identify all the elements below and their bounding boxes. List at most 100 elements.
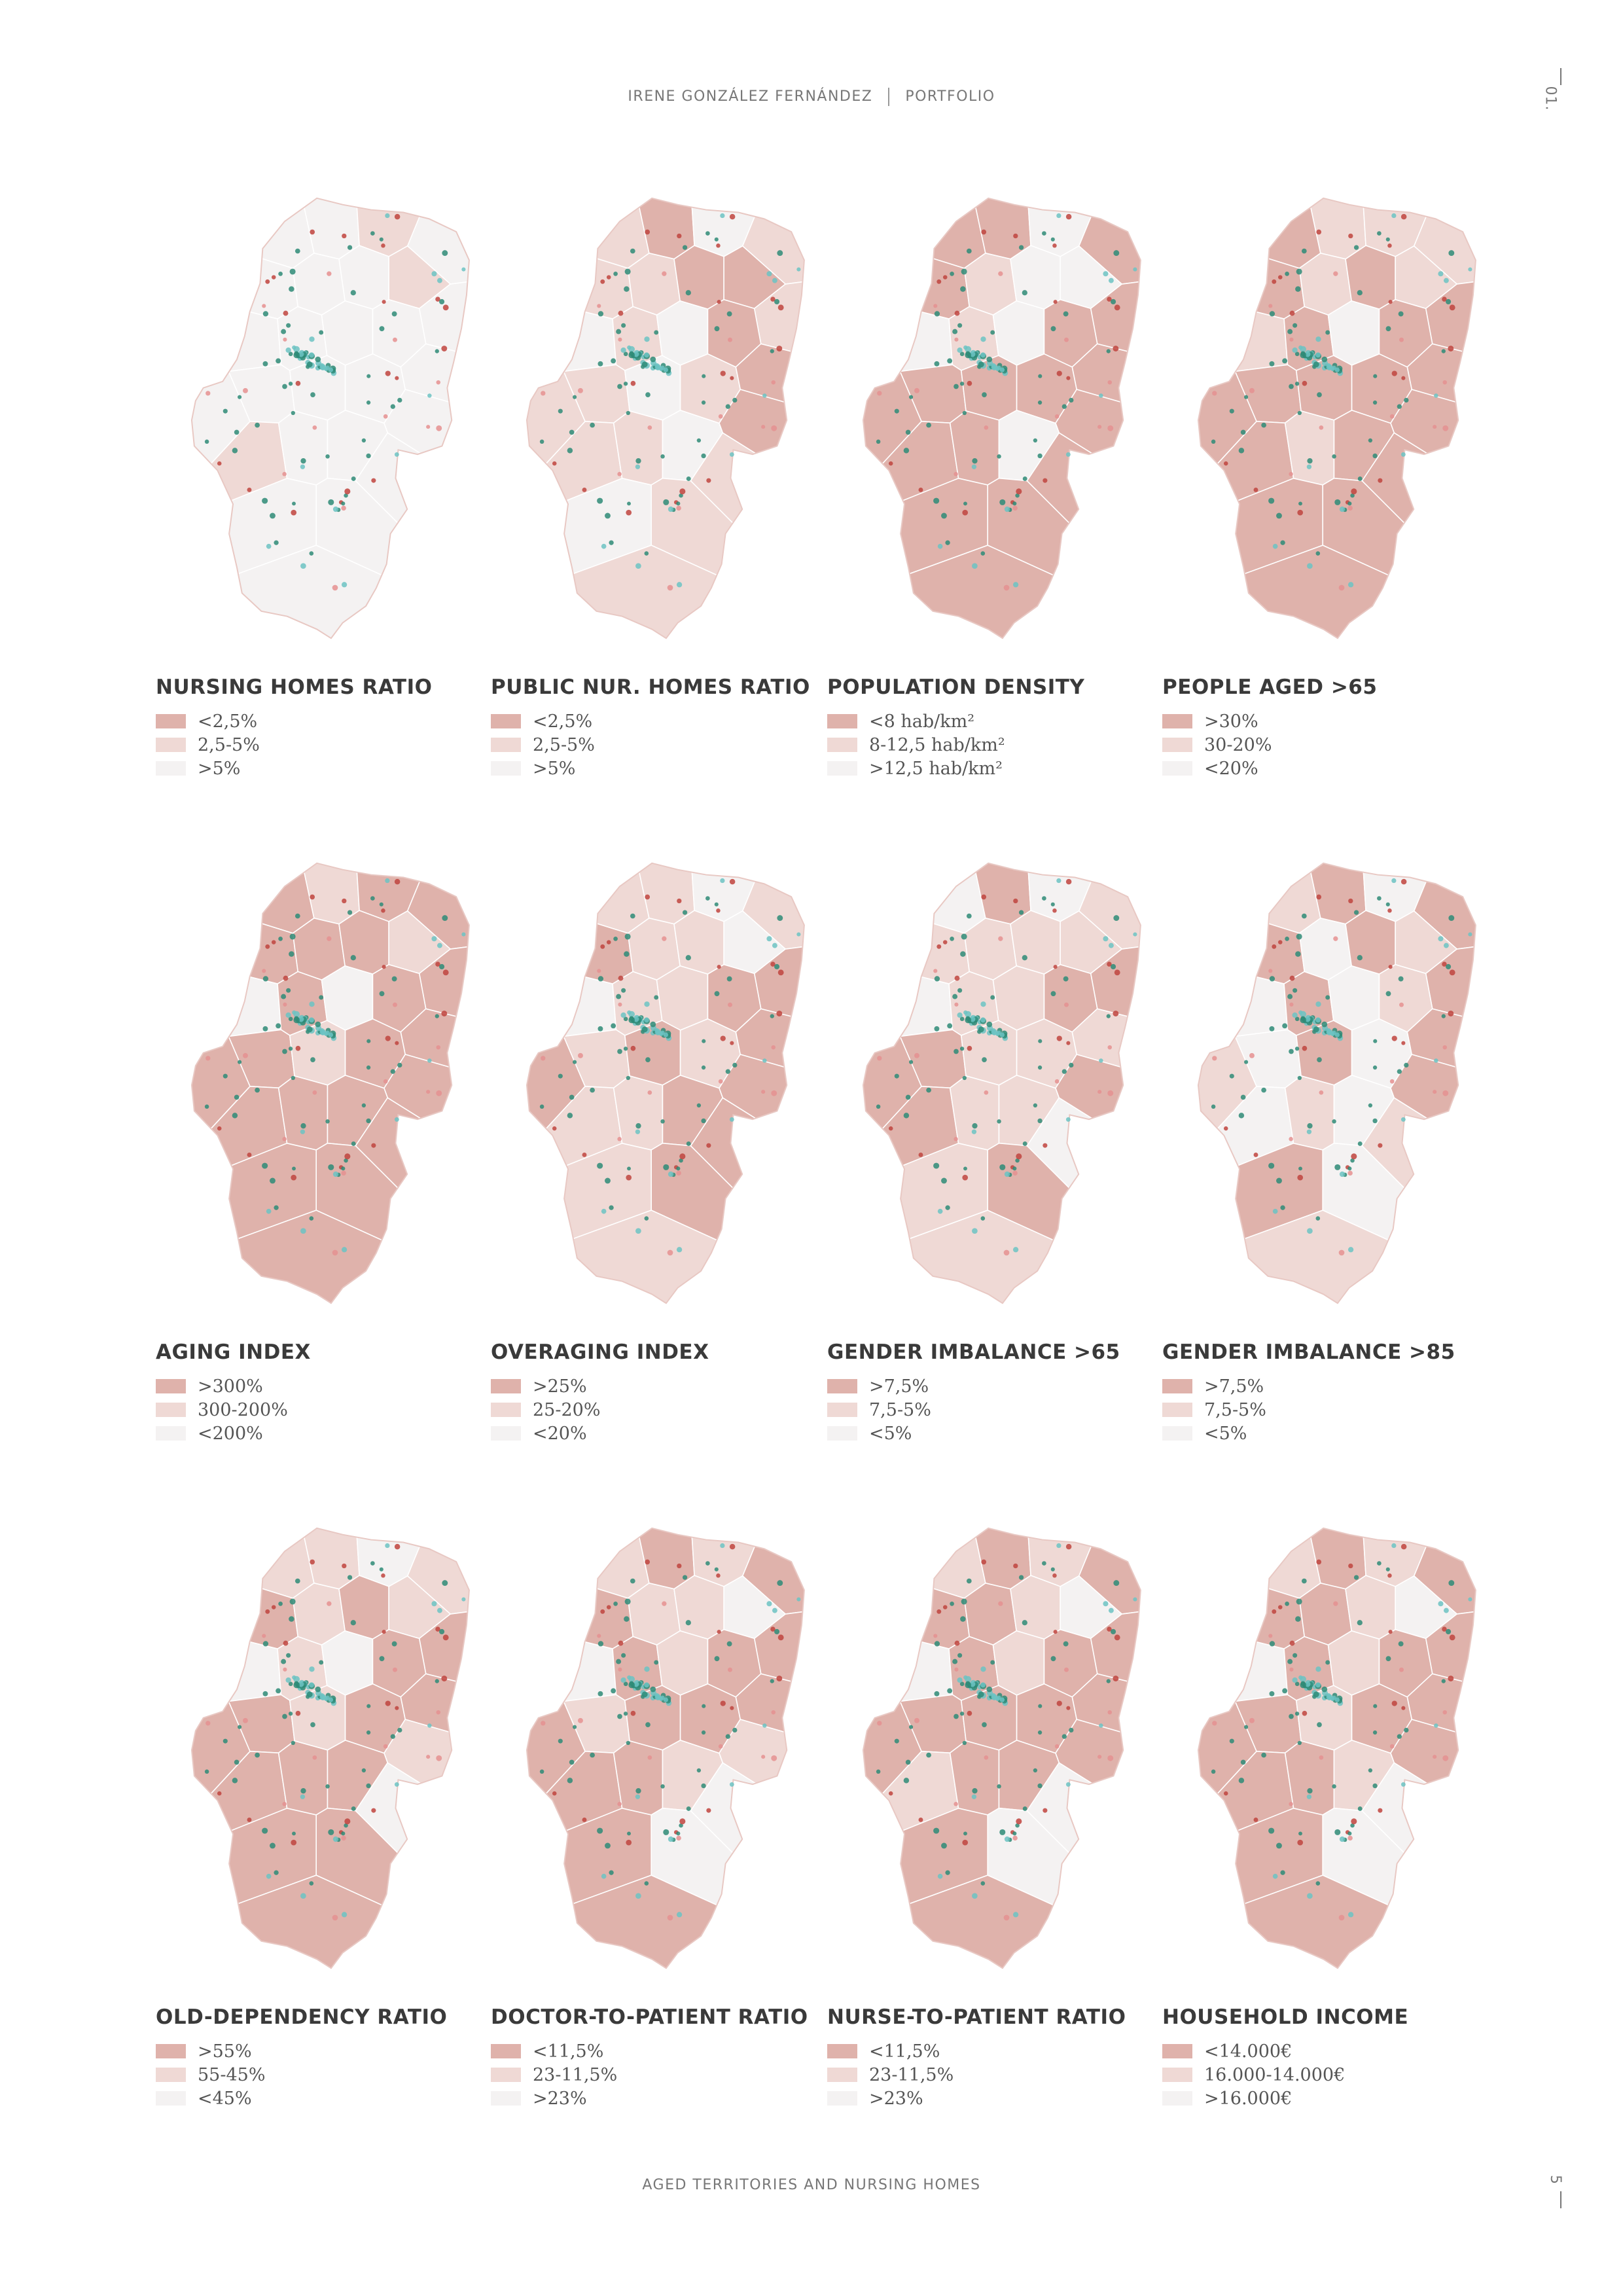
settlement-dot [1004,1836,1010,1842]
settlement-dot [1387,908,1392,913]
settlement-dot [1325,330,1330,335]
settlement-dot [905,429,911,435]
settlement-dot [294,1681,299,1686]
legend-label: <200% [198,1423,263,1444]
settlement-dot [952,994,958,999]
settlement-dot [645,1722,651,1727]
settlement-dot [1277,940,1283,944]
settlement-dot [1054,1079,1060,1084]
settlement-dot [1053,965,1058,969]
settlement-dot [967,1045,972,1051]
settlement-dot [1043,1143,1048,1148]
map-title: GENDER IMBALANCE >85 [1162,1340,1455,1364]
settlement-dot [981,1559,987,1565]
settlement-dot [623,351,628,357]
settlement-dot [1348,1563,1353,1569]
settlement-dot [1277,1605,1283,1609]
settlement-dot [997,1030,1001,1035]
settlement-dot [442,969,449,976]
settlement-dot [294,1016,299,1021]
settlement-dot [204,439,209,444]
settlement-dot [394,1782,399,1787]
settlement-dot [573,1060,577,1064]
settlement-dot [350,1620,356,1626]
settlement-dot [617,472,622,476]
settlement-dot [644,352,649,358]
settlement-dot [381,908,385,913]
settlement-dot [1289,1640,1295,1646]
legend-item: >25% [491,1374,601,1398]
settlement-dot [629,351,634,356]
settlement-dot [282,1713,287,1719]
settlement-dot [1240,1759,1246,1765]
settlement-dot [328,1829,334,1835]
settlement-dot [262,304,266,308]
settlement-dot [676,1166,681,1171]
region-area [1198,198,1321,269]
settlement-dot [597,497,603,504]
settlement-dot [1244,395,1249,399]
settlement-dot [1399,1667,1404,1672]
settlement-dot [717,1630,721,1634]
settlement-dot [347,910,353,915]
settlement-dot [327,1601,332,1606]
settlement-dot [635,464,641,469]
settlement-dot [668,1836,674,1842]
settlement-dot [771,1710,776,1715]
settlement-dot [1400,1117,1406,1122]
settlement-dot [1401,1706,1406,1710]
settlement-dot [936,944,942,949]
legend-item: 7,5-5% [1162,1398,1266,1422]
settlement-dot [351,1141,356,1146]
settlement-dot [1301,248,1307,254]
page-header: IRENE GONZÁLEZ FERNÁNDEZ PORTFOLIO [0,88,1623,106]
page-marker-line [1560,2191,1561,2208]
settlement-dot [702,1704,706,1708]
settlement-dot [597,1634,601,1638]
settlement-dot [1316,1559,1322,1565]
settlement-dot [1400,213,1407,220]
settlement-dot [344,493,348,498]
settlement-dot [1056,1543,1061,1549]
legend-label: 8-12,5 hab/km² [869,734,1005,755]
settlement-dot [306,1026,313,1033]
settlement-dot [281,329,287,334]
settlement-dot [1054,414,1060,419]
settlement-dot [1389,1744,1395,1749]
settlement-dot [1269,361,1275,367]
legend-item: <20% [1162,757,1272,780]
settlement-dot [1449,969,1455,976]
settlement-dot [1012,501,1017,506]
settlement-dot [1434,1723,1438,1728]
settlement-dot [918,1818,923,1822]
settlement-dot [959,1681,965,1687]
settlement-dot [941,1177,947,1184]
region-outline [1197,197,1476,639]
settlement-dot [1441,1679,1446,1683]
settlement-dot [1289,1049,1294,1054]
choropleth-map [526,197,805,639]
settlement-dot [1307,1788,1313,1794]
settlement-dot [937,543,943,549]
settlement-dot [1113,915,1120,922]
settlement-dot [770,1626,776,1632]
legend-item: >12,5 hab/km² [827,757,1005,780]
settlement-dot [905,1094,911,1100]
settlement-dot [247,1818,252,1822]
settlement-dot [541,391,546,396]
settlement-dot [663,499,669,505]
settlement-dot [1385,326,1391,332]
settlement-dot [1438,936,1444,942]
settlement-dot [1050,991,1056,997]
settlement-dot [626,1740,630,1746]
legend-label: 23-11,5% [869,2064,954,2085]
settlement-dot [1351,1818,1357,1825]
settlement-dot [328,1032,334,1037]
settlement-dot [997,1695,1001,1700]
settlement-dot [685,1620,691,1626]
settlement-dot [952,329,958,334]
settlement-dot [914,1717,919,1723]
settlement-dot [1295,951,1301,957]
settlement-dot [288,1681,293,1687]
settlement-dot [627,501,631,506]
